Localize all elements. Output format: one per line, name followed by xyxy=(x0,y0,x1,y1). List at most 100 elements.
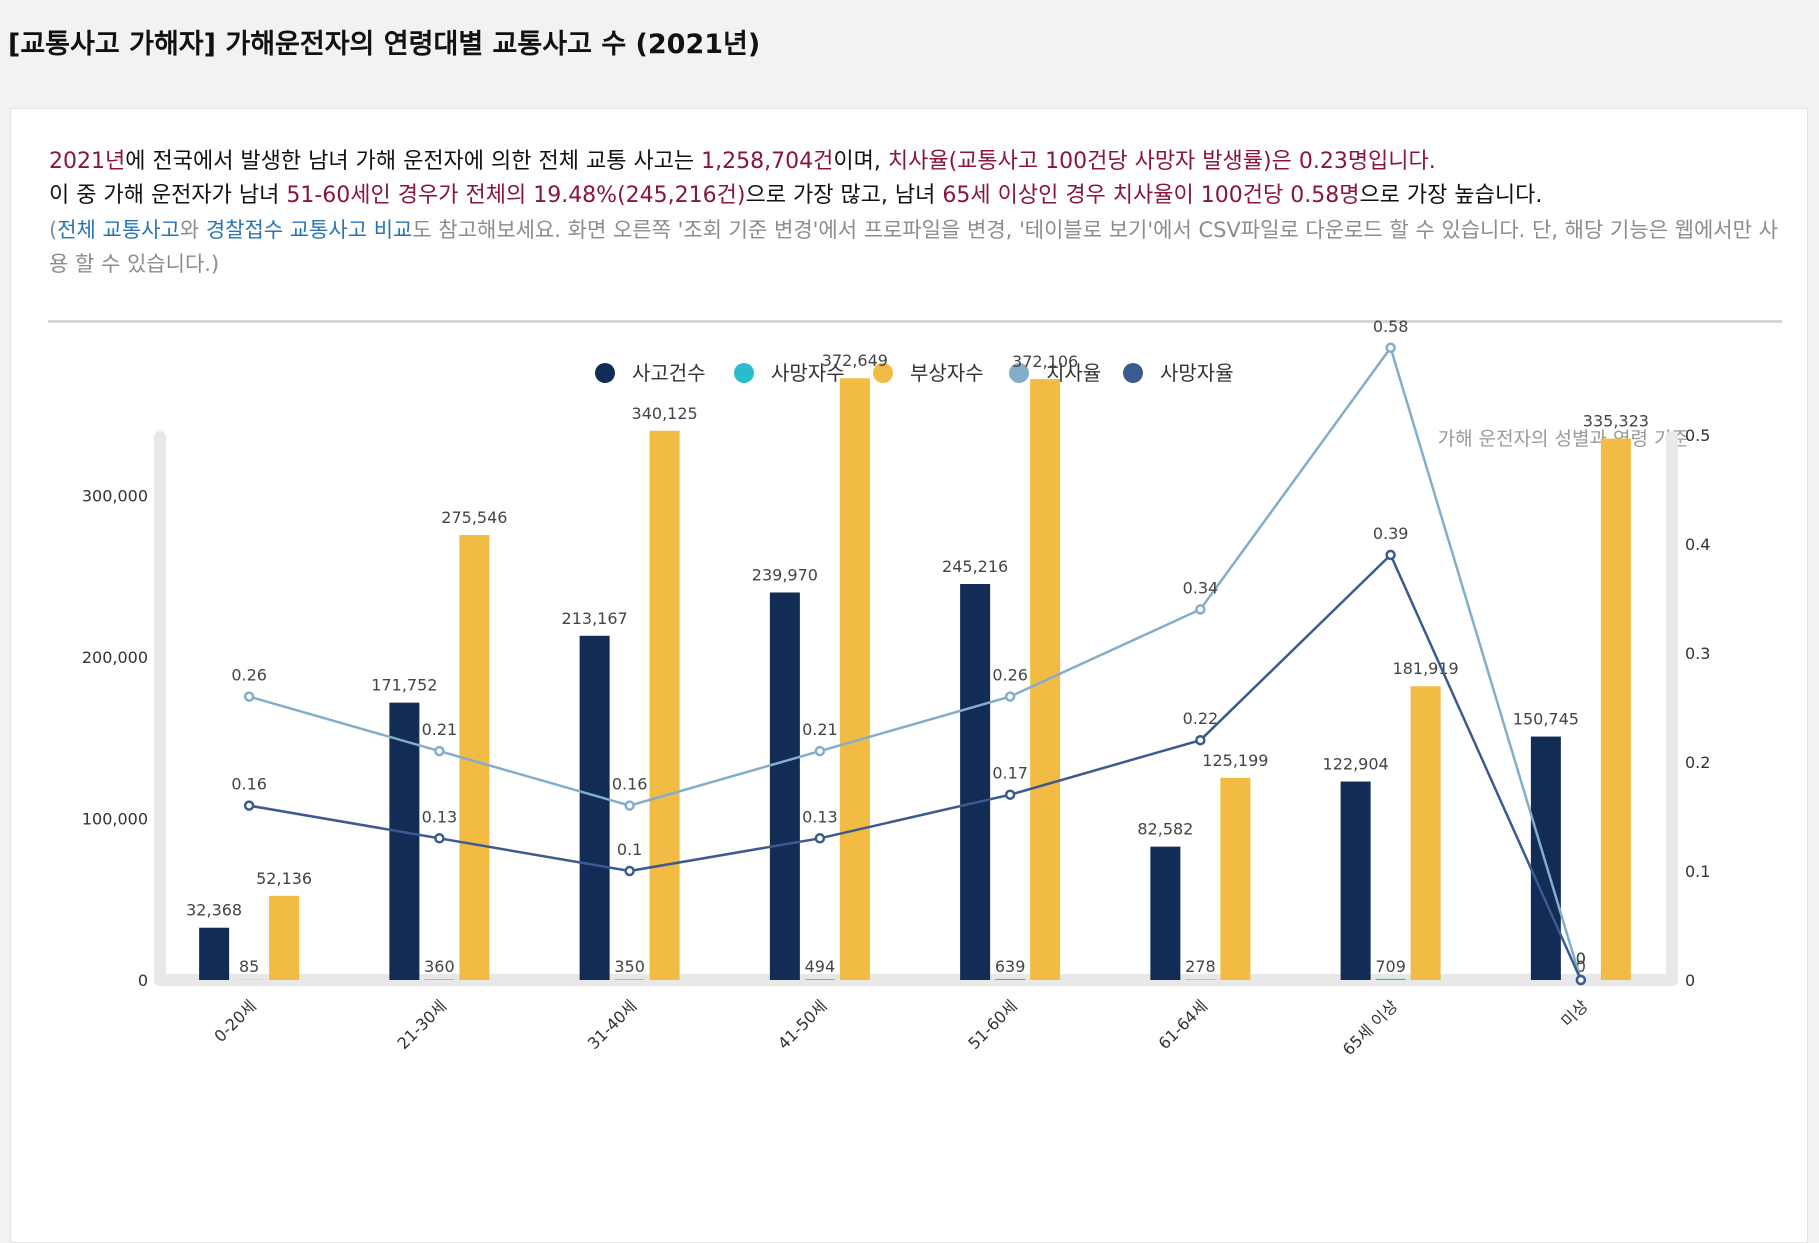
bar-사고건수[interactable] xyxy=(960,584,991,980)
summary-text-2b: 으로 가장 많고, 남녀 xyxy=(745,183,943,208)
data-label-치사율: 0.58 xyxy=(1373,317,1409,336)
point-사망자율[interactable] xyxy=(243,800,255,811)
data-label-사망자수: 639 xyxy=(995,957,1026,976)
bar-사망자수[interactable] xyxy=(614,979,645,980)
content-panel: 2021년에 전국에서 발생한 남녀 가해 운전자에 의한 전체 교통 사고는 … xyxy=(10,108,1808,1243)
bar-사고건수[interactable] xyxy=(1530,736,1561,980)
point-사망자율[interactable] xyxy=(1385,549,1396,561)
data-label-사고건수: 239,970 xyxy=(752,565,818,584)
point-사망자율[interactable] xyxy=(814,833,826,844)
left-axis-rail xyxy=(154,431,166,986)
point-사망자율[interactable] xyxy=(1004,789,1016,800)
summary-text-2c: 으로 가장 높습니다. xyxy=(1359,183,1543,208)
data-label-사망자수: 85 xyxy=(239,957,259,976)
data-label-사망자수: 709 xyxy=(1375,957,1406,976)
data-label-사망자수: 278 xyxy=(1185,957,1216,976)
bar-사망자수[interactable] xyxy=(1375,978,1406,980)
point-치사율[interactable] xyxy=(1004,691,1016,702)
right-axis-tick-label: 0 xyxy=(1685,971,1695,990)
data-label-치사율: 0.26 xyxy=(231,666,267,685)
left-axis-tick-label: 200,000 xyxy=(82,648,148,667)
data-label-치사율: 0.21 xyxy=(802,720,838,739)
legend-item-사고건수[interactable]: 사고건수 xyxy=(595,361,706,385)
point-치사율[interactable] xyxy=(624,800,635,811)
link-police-comparison[interactable]: 경찰접수 교통사고 비교 xyxy=(205,218,413,242)
point-사망자율[interactable] xyxy=(1195,734,1206,746)
point-사망자율[interactable] xyxy=(434,833,445,844)
left-axis-tick-label: 0 xyxy=(138,971,148,990)
data-label-치사율: 0.34 xyxy=(1183,578,1219,597)
summary-year: 2021년 xyxy=(49,149,126,174)
bar-사고건수[interactable] xyxy=(769,592,800,980)
point-치사율[interactable] xyxy=(434,745,445,757)
data-label-사고건수: 32,368 xyxy=(186,901,242,920)
bar-사고건수[interactable] xyxy=(1150,846,1181,980)
summary-top-age: 51-60세인 경우가 전체의 19.48%(245,216건) xyxy=(286,183,746,208)
legend-item-치사율[interactable]: 치사율 xyxy=(1009,361,1101,385)
x-axis-tick-label: 미상 xyxy=(1557,996,1591,1030)
data-label-사망자수: 494 xyxy=(805,957,836,976)
right-axis-tick-label: 0.5 xyxy=(1685,426,1710,445)
legend-item-사망자수[interactable]: 사망자수 xyxy=(734,361,845,385)
bar-부상자수[interactable] xyxy=(1600,438,1631,980)
legend-item-부상자수[interactable]: 부상자수 xyxy=(873,361,984,385)
data-label-사망자율: 0.22 xyxy=(1183,709,1219,728)
x-axis-rail xyxy=(154,974,1678,986)
bar-부상자수[interactable] xyxy=(269,895,300,980)
data-label-사고건수: 245,216 xyxy=(942,557,1008,576)
data-label-치사율: 0 xyxy=(1576,949,1586,968)
point-치사율[interactable] xyxy=(814,745,826,757)
bar-사고건수[interactable] xyxy=(579,635,610,980)
chart: 가해 운전자의 성별과 연령 기준 사고건수 사망자수 부상자수 치사율 사망자율 0 1… xyxy=(82,317,1711,1059)
legend-swatch xyxy=(734,363,754,383)
right-axis-tick-label: 0.4 xyxy=(1685,535,1710,554)
legend-label: 사고건수 xyxy=(632,361,706,385)
data-label-부상자수: 275,546 xyxy=(441,508,507,527)
line-치사율 xyxy=(248,345,1583,981)
bar-부상자수[interactable] xyxy=(1220,777,1251,980)
summary-total: 1,258,704건 xyxy=(701,149,834,174)
left-axis-tick-label: 100,000 xyxy=(82,810,148,829)
data-label-사고건수: 122,904 xyxy=(1323,755,1389,774)
bar-사망자수[interactable] xyxy=(424,979,455,980)
data-label-사망자수: 350 xyxy=(614,957,645,976)
note-and: 와 xyxy=(179,218,206,242)
point-사망자율[interactable] xyxy=(624,865,635,877)
summary-text-1b: 이며, xyxy=(833,149,888,174)
right-axis-tick-label: 0.1 xyxy=(1685,862,1710,881)
data-label-부상자수: 125,199 xyxy=(1202,751,1268,770)
x-axis-tick-label: 51-60세 xyxy=(964,996,1021,1053)
link-all-accidents[interactable]: 전체 교통사고 xyxy=(57,218,180,242)
point-사망자율[interactable] xyxy=(1575,974,1587,986)
bar-부상자수[interactable] xyxy=(1410,686,1441,980)
data-label-치사율: 0.16 xyxy=(612,775,648,794)
legend-swatch xyxy=(595,363,615,383)
data-label-사망자율: 0 xyxy=(1576,949,1586,968)
x-axis-tick-label: 41-50세 xyxy=(774,996,831,1053)
data-label-사고건수: 171,752 xyxy=(371,676,437,695)
x-axis-tick-label: 31-40세 xyxy=(584,996,641,1053)
data-label-사망자수: 360 xyxy=(424,957,455,976)
point-치사율[interactable] xyxy=(1195,604,1206,615)
bar-사망자수[interactable] xyxy=(995,978,1026,980)
data-label-사망자율: 0.13 xyxy=(802,807,838,826)
data-label-부상자수: 335,323 xyxy=(1583,412,1649,431)
point-치사율[interactable] xyxy=(243,691,255,702)
bar-사고건수[interactable] xyxy=(1340,781,1371,980)
bar-사고건수[interactable] xyxy=(199,927,230,980)
left-axis-tick-label: 300,000 xyxy=(82,487,148,506)
legend-item-사망자율[interactable]: 사망자율 xyxy=(1123,361,1234,385)
data-label-사망자율: 0.39 xyxy=(1373,524,1409,543)
x-axis-tick-label: 65세 이상 xyxy=(1339,996,1402,1059)
bar-사망자수[interactable] xyxy=(804,979,835,980)
bar-부상자수[interactable] xyxy=(839,378,870,981)
data-label-부상자수: 372,649 xyxy=(822,351,888,370)
data-label-사망자율: 0.1 xyxy=(617,840,642,859)
data-label-사고건수: 82,582 xyxy=(1137,820,1193,839)
bar-부상자수[interactable] xyxy=(649,430,680,980)
point-치사율[interactable] xyxy=(1385,342,1396,354)
summary-fatality-rate: 치사율(교통사고 100건당 사망자 발생률)은 0.23명입니다. xyxy=(887,149,1436,174)
data-label-사망자율: 0.13 xyxy=(422,807,458,826)
page-title: [교통사고 가해자] 가해운전자의 연령대별 교통사고 수 (2021년) xyxy=(8,29,761,60)
bar-사고건수[interactable] xyxy=(389,702,420,980)
